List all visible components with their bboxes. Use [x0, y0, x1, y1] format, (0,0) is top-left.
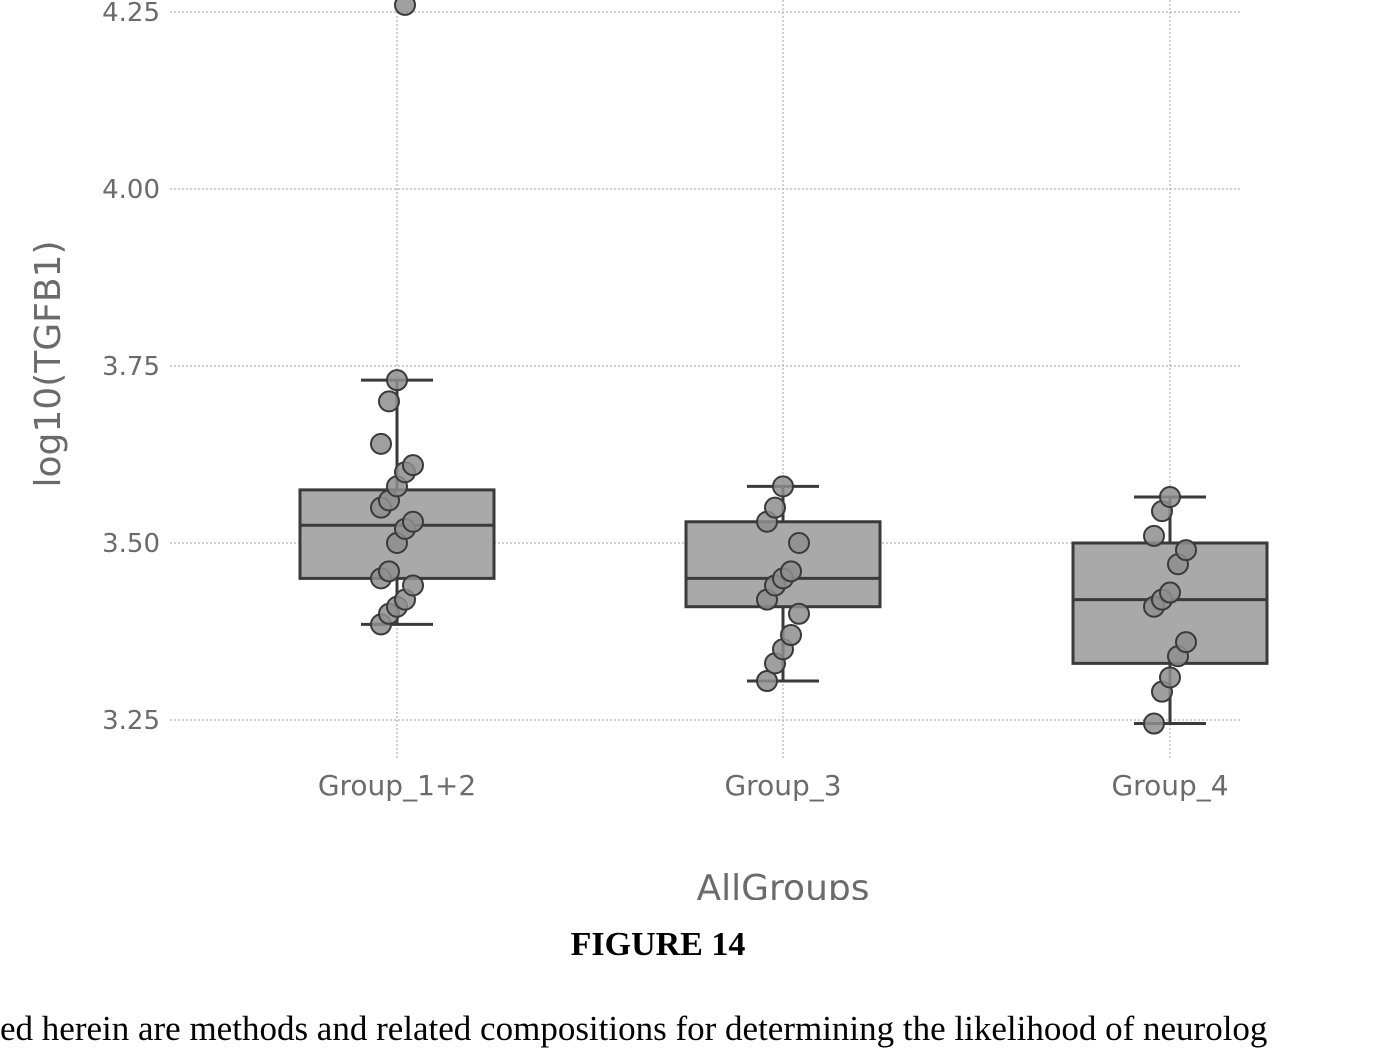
- x-tick-label: Group_4: [1111, 769, 1228, 802]
- data-point: [1160, 583, 1180, 603]
- y-tick-label: 4.25: [102, 0, 160, 28]
- data-point: [1160, 668, 1180, 688]
- data-point: [379, 561, 399, 581]
- data-point: [773, 476, 793, 496]
- data-point: [781, 561, 801, 581]
- data-point: [1160, 487, 1180, 507]
- data-point: [789, 604, 809, 624]
- data-point: [765, 498, 785, 518]
- body-text-line-1: ed herein are methods and related compos…: [0, 1009, 1267, 1048]
- x-axis-label: AllGroups: [697, 868, 870, 900]
- y-tick-label: 3.75: [102, 352, 160, 382]
- body-text: ed herein are methods and related compos…: [0, 1006, 1384, 1052]
- data-point: [789, 533, 809, 553]
- x-tick-label: Group_3: [724, 769, 841, 802]
- data-point: [403, 512, 423, 532]
- data-point: [1144, 526, 1164, 546]
- y-tick-label: 3.25: [102, 706, 160, 736]
- data-point: [403, 575, 423, 595]
- data-point: [1176, 632, 1196, 652]
- data-point: [1144, 714, 1164, 734]
- data-point: [387, 370, 407, 390]
- figure-caption: FIGURE 14: [0, 926, 1316, 964]
- boxplot-chart: 3.25 3.50 3.75 4.00 4.25 Group_1+2 Group_3 Grou…: [0, 0, 1384, 900]
- data-point: [371, 434, 391, 454]
- y-tick-label: 3.50: [102, 529, 160, 559]
- data-point: [395, 0, 415, 15]
- data-point: [379, 391, 399, 411]
- y-tick-label: 4.00: [102, 175, 160, 205]
- data-point: [1176, 540, 1196, 560]
- x-tick-label: Group_1+2: [318, 769, 476, 802]
- data-point: [403, 455, 423, 475]
- y-axis-label: log10(TGFB1): [28, 241, 69, 488]
- data-point: [781, 625, 801, 645]
